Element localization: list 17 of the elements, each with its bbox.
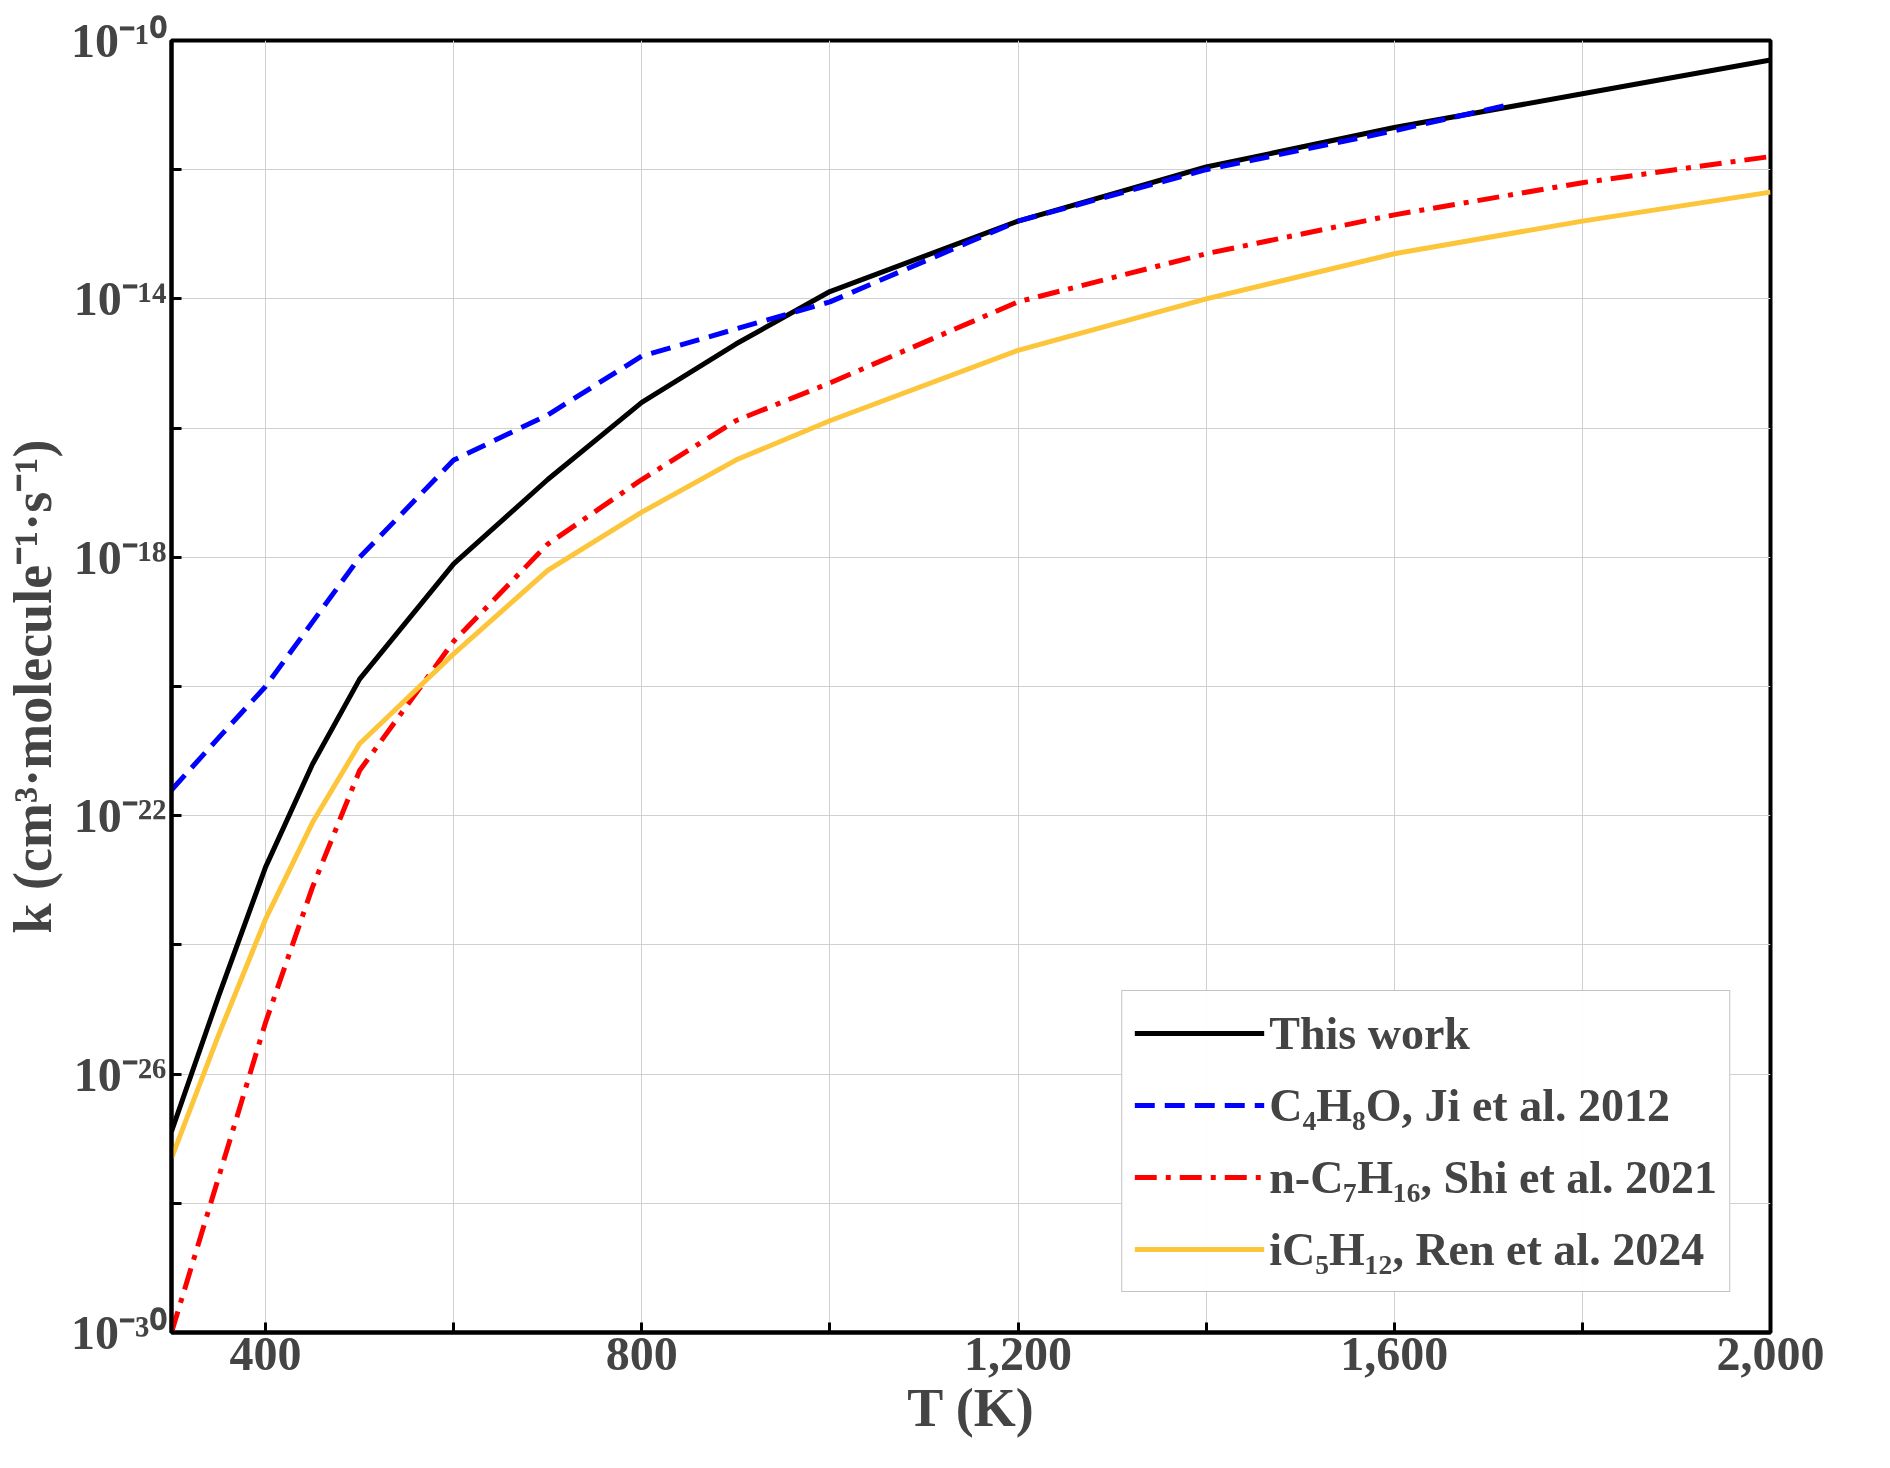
legend-label: n-C₇H₁₆, Shi et al. 2021 [1269,1150,1717,1205]
x-tick-label: 2,000 [1716,1326,1825,1380]
y-tick-label: 10⁻²² [73,789,167,843]
y-tick-label: 10⁻¹⁴ [73,272,167,326]
x-tick-label: 1,200 [964,1326,1073,1380]
x-axis-title: T (K) [907,1377,1034,1438]
y-tick-label: 10⁻¹⁰ [71,14,167,67]
y-tick-label: 10⁻²⁶ [73,1047,167,1101]
y-tick-label: 10⁻³⁰ [71,1306,167,1359]
x-tick-label: 400 [229,1326,302,1380]
legend-label: This work [1269,1006,1470,1061]
y-tick-label: 10⁻¹⁸ [73,530,167,584]
y-axis-title: k (cm³·molecule⁻¹·s⁻¹) [3,439,64,934]
x-tick-label: 1,600 [1340,1326,1449,1380]
legend-label: iC₅H₁₂, Ren et al. 2024 [1269,1222,1705,1277]
x-tick-label: 800 [605,1326,678,1380]
legend-label: C₄H₈O, Ji et al. 2012 [1269,1078,1670,1133]
